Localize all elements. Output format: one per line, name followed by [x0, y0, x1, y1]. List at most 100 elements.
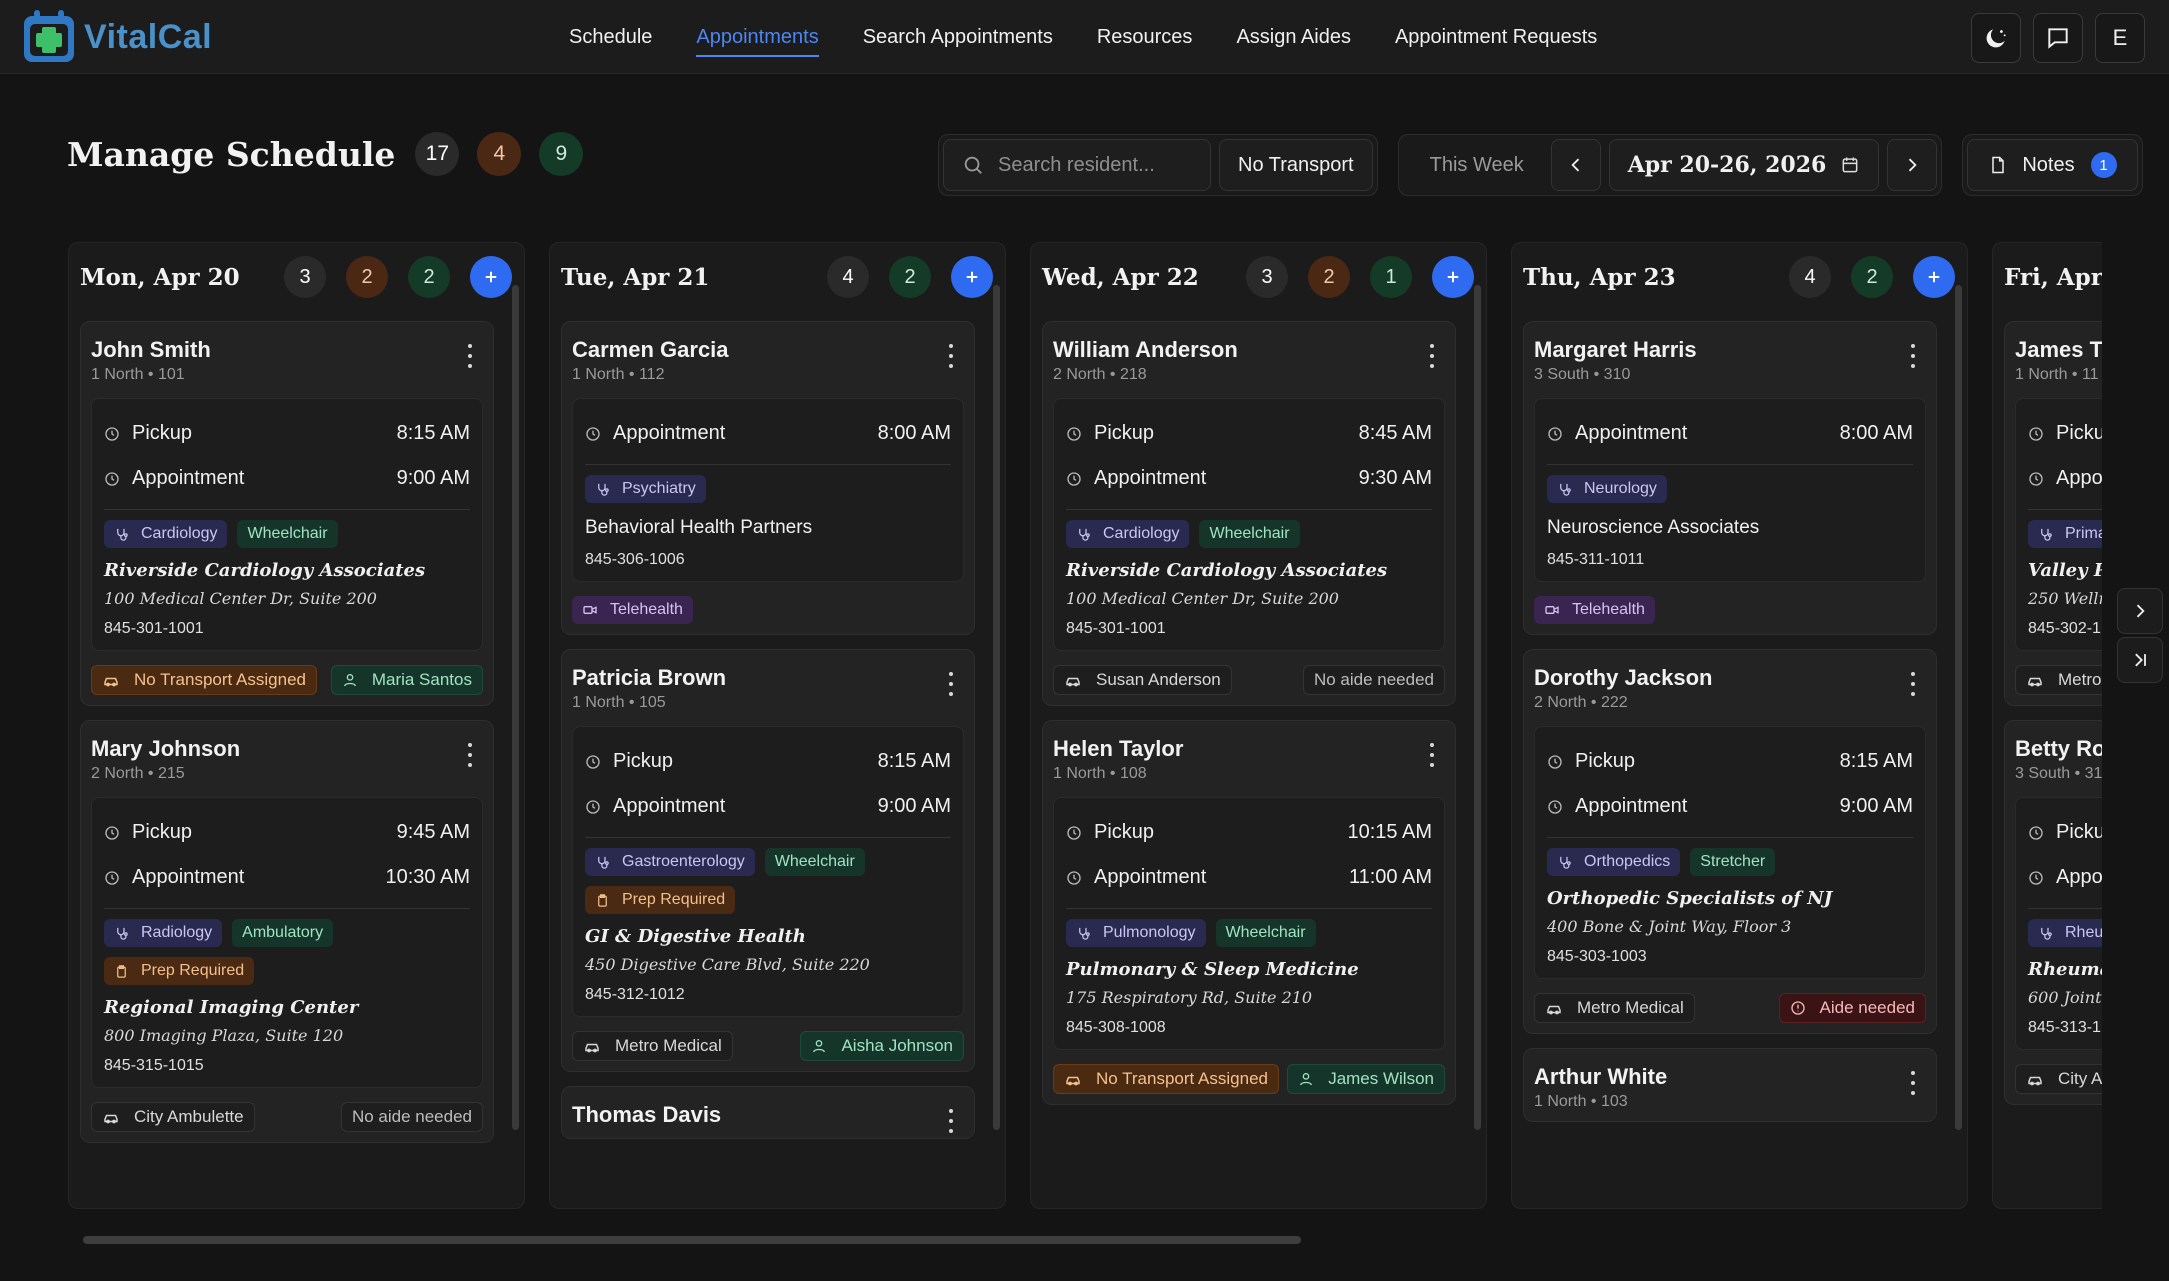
user-avatar[interactable]: E [2095, 13, 2145, 63]
appointment-card[interactable]: Dorothy Jackson 2 North • 222 Pickup 8:15 A… [1523, 649, 1937, 1034]
stethoscope-icon [1557, 855, 1578, 870]
card-menu-icon[interactable] [946, 672, 956, 696]
card-menu-icon[interactable] [946, 344, 956, 368]
facility-phone[interactable]: 845-303-1003 [1547, 948, 1647, 965]
card-menu-icon[interactable] [465, 344, 475, 368]
notes-count-badge: 1 [2090, 152, 2117, 178]
card-menu-icon[interactable] [1427, 743, 1437, 767]
resident-unit: 1 North • 108 [1053, 765, 1147, 782]
aide-status[interactable]: No aide needed [340, 1102, 483, 1132]
transport-label: City Ar [2058, 1069, 2102, 1088]
column-scrollbar[interactable] [512, 285, 519, 1130]
scroll-right-button[interactable] [2117, 588, 2163, 634]
appointment-card[interactable]: William Anderson 2 North • 218 Pickup 8:45 … [1042, 321, 1456, 706]
nav-assign-aides[interactable]: Assign Aides [1236, 25, 1351, 48]
nav-search-appointments[interactable]: Search Appointments [862, 25, 1053, 48]
time-row: Appointment 11:00 AM [1066, 855, 1432, 900]
add-appointment-button[interactable] [1432, 256, 1474, 298]
facility-phone[interactable]: 845-301-1001 [104, 620, 204, 637]
time-label: Picku [2056, 422, 2102, 444]
facility-phone[interactable]: 845-315-1015 [104, 1057, 204, 1074]
appointment-card[interactable]: Betty Rol 3 South • 31 Picku Appo Rheu Rheuma… [2004, 720, 2102, 1105]
facility-phone[interactable]: 845-313-1 [2028, 1019, 2101, 1036]
facility-phone[interactable]: 845-311-1011 [1547, 551, 1645, 568]
appointment-card[interactable]: Helen Taylor 1 North • 108 Pickup 10:15 AM A… [1042, 720, 1456, 1105]
date-range-picker[interactable]: Apr 20-26, 2026 [1608, 139, 1880, 191]
card-menu-icon[interactable] [1908, 672, 1918, 696]
appointment-card[interactable]: Thomas Davis [561, 1086, 975, 1139]
appointment-card[interactable]: James Th 1 North • 11 Picku Appo Prima Valley… [2004, 321, 2102, 706]
no-transport-filter-button[interactable]: No Transport [1219, 139, 1373, 191]
time-label: Pickup [132, 821, 193, 843]
column-scrollbar[interactable] [1955, 285, 1962, 1130]
this-week-button[interactable]: This Week [1429, 153, 1524, 176]
card-menu-icon[interactable] [465, 743, 475, 767]
scroll-to-end-button[interactable] [2117, 637, 2163, 683]
facility-phone[interactable]: 845-308-1008 [1066, 1019, 1166, 1036]
video-icon [1544, 602, 1566, 618]
previous-week-button[interactable] [1550, 139, 1601, 191]
facility-address: 175 Respiratory Rd, Suite 210 [1066, 988, 1313, 1007]
facility-phone[interactable]: 845-302-1 [2028, 620, 2101, 637]
appointment-details: Pickup 9:45 AM Appointment 10:30 AM Radiolog… [91, 797, 483, 1088]
time-value: 8:15 AM [396, 422, 470, 444]
nav-appointments[interactable]: Appointments [696, 25, 820, 57]
card-menu-icon[interactable] [1908, 344, 1918, 368]
facility-name: Orthopedic Specialists of NJ [1547, 888, 1833, 909]
appointment-card[interactable]: Margaret Harris 3 South • 310 Appointment 8… [1523, 321, 1937, 635]
transport-status[interactable]: Metro Medical [1534, 993, 1695, 1023]
facility-phone[interactable]: 845-312-1012 [585, 986, 685, 1003]
divider [585, 837, 951, 838]
card-menu-icon[interactable] [946, 1109, 956, 1133]
column-scrollbar[interactable] [993, 285, 1000, 1130]
tag-label: Radiology [141, 924, 213, 941]
car-icon [1545, 999, 1570, 1017]
transport-status[interactable]: Susan Anderson [1053, 665, 1232, 695]
nav-resources[interactable]: Resources [1096, 25, 1193, 48]
transport-status[interactable]: Metro Medical [572, 1031, 733, 1061]
main-nav: Schedule Appointments Search Appointments R… [569, 0, 1641, 74]
app-logo[interactable]: VitalCal [20, 8, 212, 66]
appointment-card[interactable]: Arthur White 1 North • 103 [1523, 1048, 1937, 1122]
search-input[interactable] [998, 153, 1198, 177]
card-menu-icon[interactable] [1427, 344, 1437, 368]
aide-status[interactable]: Aide needed [1778, 993, 1926, 1023]
appointment-card[interactable]: Mary Johnson 2 North • 215 Pickup 9:45 AM Ap… [80, 720, 494, 1143]
add-appointment-button[interactable] [1913, 256, 1955, 298]
aide-status[interactable]: No aide needed [1302, 665, 1445, 695]
car-icon [1064, 1070, 1089, 1088]
card-menu-icon[interactable] [1908, 1071, 1918, 1095]
facility-phone[interactable]: 845-301-1001 [1066, 620, 1166, 637]
aide-status[interactable]: Maria Santos [330, 665, 483, 695]
transport-status[interactable]: No Transport Assigned [91, 665, 317, 695]
notes-button[interactable]: Notes 1 [1967, 139, 2138, 191]
transport-status[interactable]: City Ar [2015, 1064, 2102, 1094]
user-icon [1298, 1071, 1321, 1087]
appointment-card[interactable]: Carmen Garcia 1 North • 112 Appointment 8:0… [561, 321, 975, 635]
nav-appointment-requests[interactable]: Appointment Requests [1394, 25, 1598, 48]
appointment-card[interactable]: Patricia Brown 1 North • 105 Pickup 8:15 AM… [561, 649, 975, 1072]
add-appointment-button[interactable] [951, 256, 993, 298]
next-week-button[interactable] [1887, 139, 1938, 191]
transport-status[interactable]: No Transport Assigned [1053, 1064, 1279, 1094]
aide-status[interactable]: James Wilson [1287, 1064, 1445, 1094]
horizontal-scrollbar[interactable] [83, 1236, 1301, 1244]
column-scrollbar[interactable] [1474, 285, 1481, 1130]
facility-phone[interactable]: 845-306-1006 [585, 551, 685, 568]
dark-mode-toggle-icon[interactable] [1971, 13, 2021, 63]
time-row: Appointment 8:00 AM [1547, 411, 1913, 456]
transport-status[interactable]: Metro [2015, 665, 2102, 695]
nav-schedule[interactable]: Schedule [569, 25, 653, 48]
appointment-card[interactable]: John Smith 1 North • 101 Pickup 8:15 AM Appo… [80, 321, 494, 706]
transport-status[interactable]: City Ambulette [91, 1102, 255, 1132]
resident-unit: 1 North • 103 [1534, 1093, 1628, 1110]
time-value: 9:30 AM [1358, 467, 1432, 489]
messages-icon[interactable] [2033, 13, 2083, 63]
search-box[interactable] [943, 139, 1211, 191]
day-title: Tue, Apr 21 [561, 263, 710, 291]
transport-label: No Transport Assigned [1096, 1069, 1268, 1088]
specialty-tag: Cardiology [1066, 520, 1190, 548]
add-appointment-button[interactable] [470, 256, 512, 298]
aide-status[interactable]: Aisha Johnson [800, 1031, 964, 1061]
top-navigation-bar: VitalCal Schedule Appointments Search Appo… [0, 0, 2169, 74]
